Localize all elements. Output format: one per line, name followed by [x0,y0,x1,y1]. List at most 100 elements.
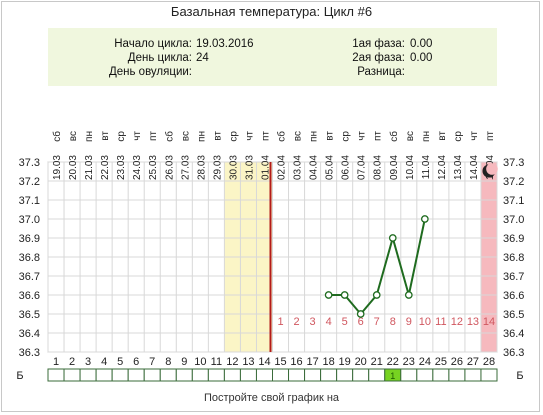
y-tick-label-left: 36.4 [19,328,40,340]
day-number-label: 14 [258,356,270,368]
y-tick-label-right: 37.1 [503,195,524,207]
temperature-point [324,291,333,299]
weekday-label: чт [244,131,255,141]
temperature-point [388,234,397,242]
day-number-label: 3 [85,356,91,368]
phase-number-label: 8 [390,316,396,328]
footer-text: Постройте свой график на [203,392,340,404]
bottom-row-cell [400,368,418,382]
day-number-label: 22 [387,356,399,368]
bottom-row-cell [304,368,322,382]
y-tick-label-left: 37.0 [19,214,40,226]
day-number-label: 13 [242,356,254,368]
y-tick-label-right: 37.3 [503,157,524,169]
y-tick-label-right: 36.7 [503,271,524,283]
cycle-info-panel: Начало цикла: 19.03.2016 День цикла: 24 … [48,28,497,86]
day-number-label: 11 [211,356,222,368]
phase2-value: 0.00 [410,52,433,64]
date-label: 26.03 [164,155,175,180]
date-label: 24.03 [132,155,143,180]
y-tick-label-left: 37.3 [19,157,40,169]
weekday-label: сб [276,131,288,142]
day-number-label: 20 [355,356,367,368]
bottom-row-cell [191,368,209,382]
day-number-label: 7 [149,356,155,368]
day-number-label: 19 [339,356,351,368]
date-label: 10.04 [405,155,416,180]
day-number-label: 24 [419,356,431,368]
bottom-row-cell [207,368,225,382]
day-number-label: 12 [226,356,238,368]
y-tick-label-right: 37.2 [503,176,524,188]
day-number-label: 5 [117,356,123,368]
weekday-label: сб [388,131,400,142]
temperature-point [420,215,429,223]
date-label: 11.04 [421,155,432,180]
bottom-row-cell [480,368,498,382]
weekday-label: ср [453,131,464,142]
day-number-label: 16 [290,356,302,368]
date-label: 23.03 [116,155,127,180]
bottom-row-cell [47,368,65,382]
bottom-row-cell [432,368,450,382]
bottom-row-cell [320,368,338,382]
date-label: 04.04 [309,155,320,180]
day-number-label: 28 [483,356,495,368]
y-tick-label-right: 36.3 [503,347,524,359]
bottom-row-cell [111,368,129,382]
phase-number-label: 11 [435,316,446,328]
phase-number-label: 7 [374,316,380,328]
phase-number-label: 5 [342,316,348,328]
day-number-label: 18 [323,356,335,368]
day-number-label: 25 [435,356,447,368]
date-label: 27.03 [180,155,191,180]
date-label: 02.04 [277,155,288,180]
weekday-label: пн [421,131,432,142]
cycle-start-label: Начало цикла: [114,38,192,50]
y-tick-label-right: 36.6 [503,290,524,302]
phase-number-label: 10 [419,316,431,328]
y-tick-label-left: 36.9 [19,233,40,245]
bottom-row-cell [79,368,97,382]
day-number-label: 17 [306,356,318,368]
date-label: 28.03 [196,155,207,180]
weekday-label: пн [196,131,207,142]
weekday-label: вт [325,131,336,141]
bbt-chart: 36.3 36.3 36.4 36.4 36.5 36.5 36.6 36.6 36.7 36.7… [16,131,524,382]
weekday-label: пт [260,131,271,141]
date-label: 08.04 [373,155,384,180]
cycle-day-label: День цикла: [127,52,192,64]
bottom-row-cell [464,368,482,382]
date-label: 03.04 [293,155,304,180]
y-tick-label-right: 37.0 [503,214,524,226]
temperature-point [372,291,381,299]
bottom-row-cell [127,368,145,382]
date-label: 30.03 [228,155,239,180]
weekday-label: вс [68,131,79,141]
y-tick-label-left: 37.1 [19,195,40,207]
y-tick-label-right: 36.4 [503,328,524,340]
date-label: 19.03 [52,155,63,180]
weekday-label: чт [132,131,143,141]
temperature-point [356,310,365,318]
day-number-label: 9 [181,356,187,368]
day-number-label: 21 [371,356,383,368]
bottom-row-label-left: Б [16,370,23,382]
y-tick-label-right: 36.8 [503,252,524,264]
phase-number-label: 13 [467,316,479,328]
phase-number-label: 6 [358,316,364,328]
weekday-label: чт [469,131,480,141]
bottom-row-cell [223,368,241,382]
moon-icon-cutout [486,163,498,175]
date-label: 14.04 [469,155,480,180]
bottom-row-cell [159,368,177,382]
weekday-label: сб [163,131,175,142]
phase2-label: 2ая фаза: [352,52,405,64]
cycle-start-value: 19.03.2016 [196,38,254,50]
day-number-label: 23 [403,356,415,368]
weekday-label: ср [116,131,127,142]
ovulation-day-label: День овуляции: [108,66,192,78]
day-number-label: 10 [194,356,206,368]
weekday-label: сб [51,131,63,142]
weekday-label: пт [373,131,384,141]
